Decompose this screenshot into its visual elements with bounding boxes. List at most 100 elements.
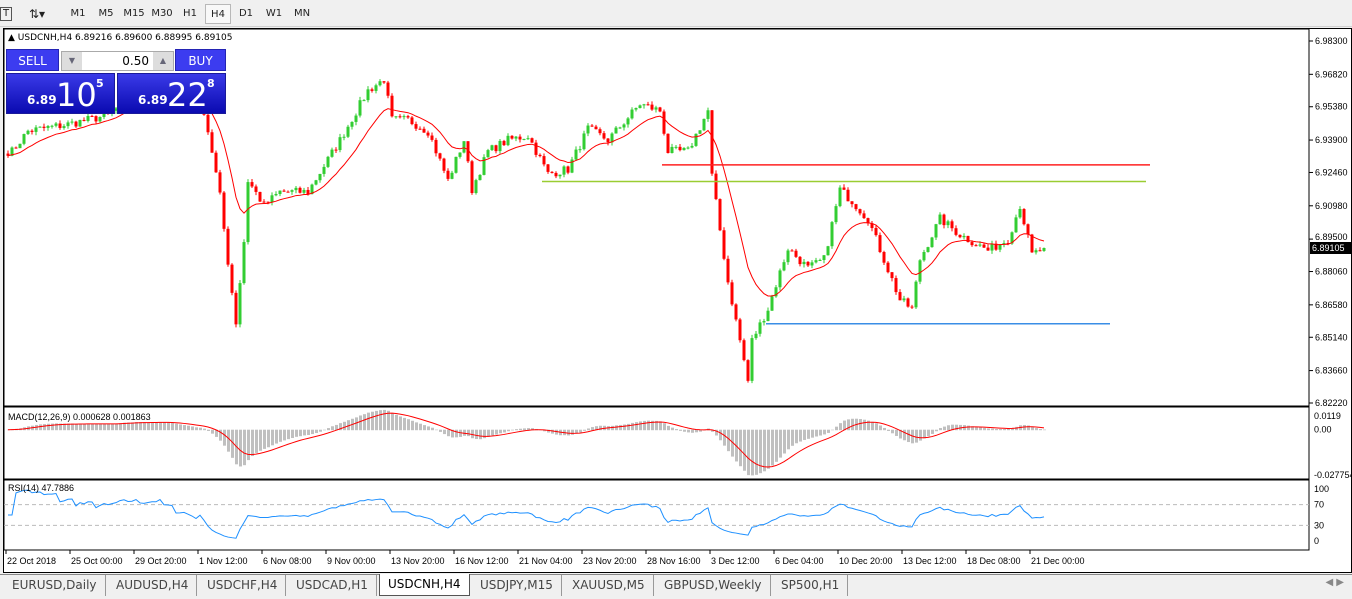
chart-tab[interactable]: AUDUSD,H4 <box>108 575 198 596</box>
chart-tab[interactable]: USDCAD,H1 <box>288 575 377 596</box>
macd-histogram-bar <box>343 421 346 431</box>
candle-body <box>614 127 618 134</box>
chart-tab[interactable]: EURUSD,Daily <box>4 575 106 596</box>
candle-body <box>858 209 862 214</box>
candle-body <box>810 262 814 266</box>
macd-histogram-bar <box>543 429 546 432</box>
macd-histogram-bar <box>363 414 366 431</box>
macd-histogram-bar <box>675 429 678 431</box>
candle-body <box>358 100 362 116</box>
candle-body <box>394 116 398 118</box>
macd-histogram-bar <box>47 423 50 431</box>
macd-histogram-bar <box>151 422 154 431</box>
candle-body <box>802 261 806 265</box>
candle-body <box>610 133 614 143</box>
timeframe-m5[interactable]: M5 <box>98 8 114 19</box>
macd-histogram-bar <box>483 429 486 439</box>
macd-histogram-bar <box>927 429 930 437</box>
candle-body <box>814 260 818 263</box>
time-axis-label: 6 Dec 04:00 <box>775 556 824 566</box>
candle-body <box>514 136 518 139</box>
macd-histogram-bar <box>439 429 442 432</box>
chart-tab[interactable]: GBPUSD,Weekly <box>656 575 771 596</box>
chart-tab[interactable]: USDCNH,H4 <box>379 574 470 596</box>
timeframe-h1[interactable]: H1 <box>183 8 197 19</box>
candle-body <box>1042 248 1046 251</box>
macd-histogram-bar <box>987 428 990 431</box>
candle-body <box>350 121 354 127</box>
collapse-triangle-icon[interactable]: ▲ <box>8 33 18 43</box>
lot-stepper[interactable]: ▼ 0.50 ▲ <box>61 51 174 71</box>
candle-body <box>602 133 606 139</box>
candle-body <box>58 123 62 128</box>
macd-histogram-bar <box>243 429 246 466</box>
candle-body <box>98 116 102 122</box>
timeframe-d1[interactable]: D1 <box>238 8 254 19</box>
macd-histogram-bar <box>431 427 434 431</box>
chart-tab[interactable]: SP500,H1 <box>773 575 849 596</box>
candle-body <box>722 230 726 259</box>
timeframe-h4[interactable]: H4 <box>205 4 231 24</box>
timeframe-m15[interactable]: M15 <box>123 8 145 19</box>
candle-body <box>554 172 558 177</box>
candle-body <box>650 104 654 110</box>
macd-histogram-bar <box>611 425 614 431</box>
macd-histogram-bar <box>947 425 950 431</box>
rsi-axis-label: 30 <box>1314 520 1324 530</box>
objects-dropdown-icon[interactable]: ⇅▾ <box>28 7 46 21</box>
macd-histogram-bar <box>99 424 102 431</box>
candle-body <box>630 109 634 119</box>
macd-signal-line <box>7 412 1045 468</box>
macd-histogram-bar <box>763 429 766 472</box>
increase-lot-icon[interactable]: ▲ <box>153 52 173 70</box>
chart-canvas[interactable]: 6.98300 6.96820 6.95380 6.93900 6.92460 6.909… <box>3 28 1352 574</box>
macd-histogram-bar <box>943 426 946 431</box>
macd-histogram-bar <box>503 429 506 433</box>
macd-histogram-bar <box>275 429 278 444</box>
candle-body <box>586 125 590 134</box>
chart-window[interactable]: 6.98300 6.96820 6.95380 6.93900 6.92460 6.909… <box>3 28 1352 573</box>
macd-histogram-bar <box>487 429 490 437</box>
time-axis-label: 10 Dec 20:00 <box>839 556 893 566</box>
macd-histogram-bar <box>55 423 58 431</box>
timeframe-m30[interactable]: M30 <box>151 8 173 19</box>
candle-body <box>706 110 710 119</box>
macd-histogram-bar <box>519 428 522 431</box>
candle-body <box>866 218 870 224</box>
candle-body <box>310 184 314 195</box>
chart-tab[interactable]: XAUUSD,M5 <box>564 575 654 596</box>
candle-body <box>498 140 502 152</box>
candle-body <box>206 114 210 133</box>
tab-scroll-arrows-icon[interactable]: ◀ ▶ <box>1325 577 1344 588</box>
timeframe-m1[interactable]: M1 <box>70 8 86 19</box>
macd-histogram-bar <box>731 429 734 457</box>
candle-body <box>234 292 238 325</box>
chart-tab[interactable]: USDCHF,H4 <box>199 575 287 596</box>
candle-body <box>862 213 866 219</box>
lot-value[interactable]: 0.50 <box>122 54 149 68</box>
macd-histogram-bar <box>295 429 298 437</box>
macd-histogram-bar <box>555 429 558 435</box>
candle-body <box>1034 250 1038 253</box>
candle-body <box>78 119 82 127</box>
macd-histogram-bar <box>803 429 806 440</box>
macd-histogram-bar <box>339 423 342 431</box>
macd-histogram-bar <box>355 417 358 431</box>
sell-quote[interactable]: 6.89 10 5 <box>6 73 115 114</box>
candle-body <box>978 244 982 246</box>
timeframe-w1[interactable]: W1 <box>265 8 283 19</box>
macd-histogram-bar <box>951 424 954 431</box>
buy-quote[interactable]: 6.89 22 8 <box>117 73 226 114</box>
macd-histogram-bar <box>995 429 998 431</box>
macd-histogram-bar <box>307 429 310 436</box>
macd-histogram-bar <box>935 429 938 432</box>
sell-button[interactable]: SELL <box>6 49 59 71</box>
candle-body <box>894 278 898 293</box>
decrease-lot-icon[interactable]: ▼ <box>62 52 82 70</box>
buy-button[interactable]: BUY <box>175 49 226 71</box>
macd-histogram-bar <box>583 429 586 431</box>
timeframe-mn[interactable]: MN <box>293 8 311 19</box>
text-tool-icon[interactable]: T <box>0 7 12 21</box>
macd-histogram-bar <box>447 429 450 437</box>
chart-tab[interactable]: USDJPY,M15 <box>472 575 562 596</box>
